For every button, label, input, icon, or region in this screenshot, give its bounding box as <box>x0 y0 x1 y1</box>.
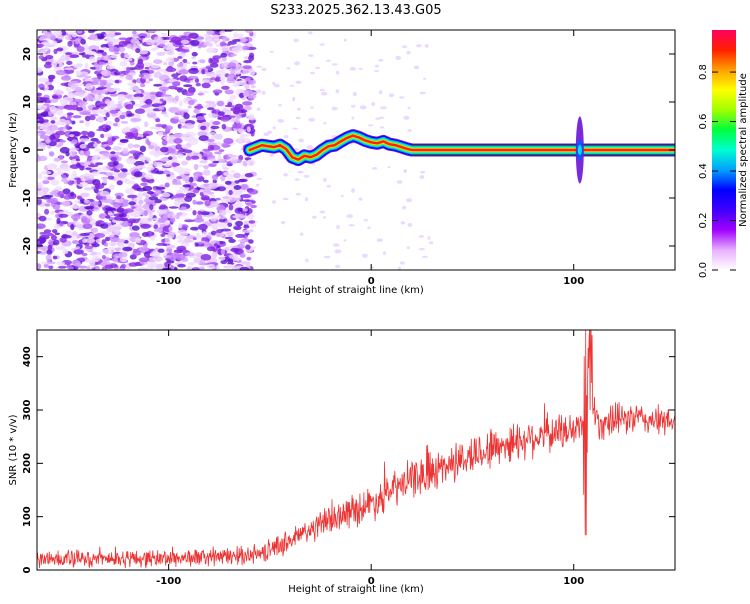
colorbar: 0.0 0.2 0.4 0.6 0.8 Normalized spectral ampl… <box>698 30 749 278</box>
colorbar-tick-label: 0.0 <box>698 262 709 278</box>
spectrogram-xtick-label: 100 <box>563 276 584 287</box>
spectrogram-spike <box>575 116 584 184</box>
snr-ytick-label: 200 <box>22 453 33 474</box>
snr-ytick-label: 300 <box>22 400 33 421</box>
snr-frame <box>36 329 676 571</box>
snr-ytick-label: 400 <box>22 346 33 367</box>
colorbar-tick-label: 0.6 <box>698 114 709 130</box>
spectrogram-xlabel: Height of straight line (km) <box>288 285 424 296</box>
spectrogram-ytick-label: 0 <box>22 146 33 153</box>
snr-panel: -100 0 100 0 100 200 300 400 Height of straight… <box>8 329 676 595</box>
spectrogram-ridge <box>243 129 675 167</box>
snr-content <box>37 330 675 569</box>
colorbar-label: Normalized spectral amplitude <box>738 73 749 227</box>
figure-title: S233.2025.362.13.43.G05 <box>270 3 441 18</box>
spectrogram-xtick-label: -100 <box>156 276 181 287</box>
colorbar-gradient <box>712 30 736 270</box>
spectrogram-ytick-label: -10 <box>22 189 33 207</box>
colorbar-ticks: 0.0 0.2 0.4 0.6 0.8 <box>698 64 736 278</box>
snr-ytick-label: 0 <box>22 566 33 573</box>
spectrogram-noise <box>37 30 434 270</box>
snr-ytick-label: 100 <box>22 506 33 527</box>
spectrogram-ytick-label: 20 <box>22 47 33 61</box>
snr-ylabel: SNR (10 * v/v) <box>8 414 19 485</box>
snr-axes: -100 0 100 0 100 200 300 400 <box>22 330 675 587</box>
snr-series-line <box>37 330 675 569</box>
spectrogram-ylabel: Frequency (Hz) <box>8 112 19 188</box>
spectrogram-xtick-label: 0 <box>368 276 375 287</box>
snr-xtick-label: 0 <box>368 576 375 587</box>
colorbar-tick-label: 0.4 <box>698 163 709 179</box>
snr-xlabel: Height of straight line (km) <box>288 584 424 595</box>
snr-xtick-label: 100 <box>563 576 584 587</box>
colorbar-tick-label: 0.2 <box>698 213 709 229</box>
colorbar-tick-label: 0.8 <box>698 64 709 80</box>
snr-background <box>37 330 675 570</box>
snr-xtick-label: -100 <box>156 576 181 587</box>
spectrogram-content <box>37 30 675 270</box>
spectrogram-ytick-label: 10 <box>22 95 33 109</box>
spectrogram-ytick-label: -20 <box>22 237 33 255</box>
